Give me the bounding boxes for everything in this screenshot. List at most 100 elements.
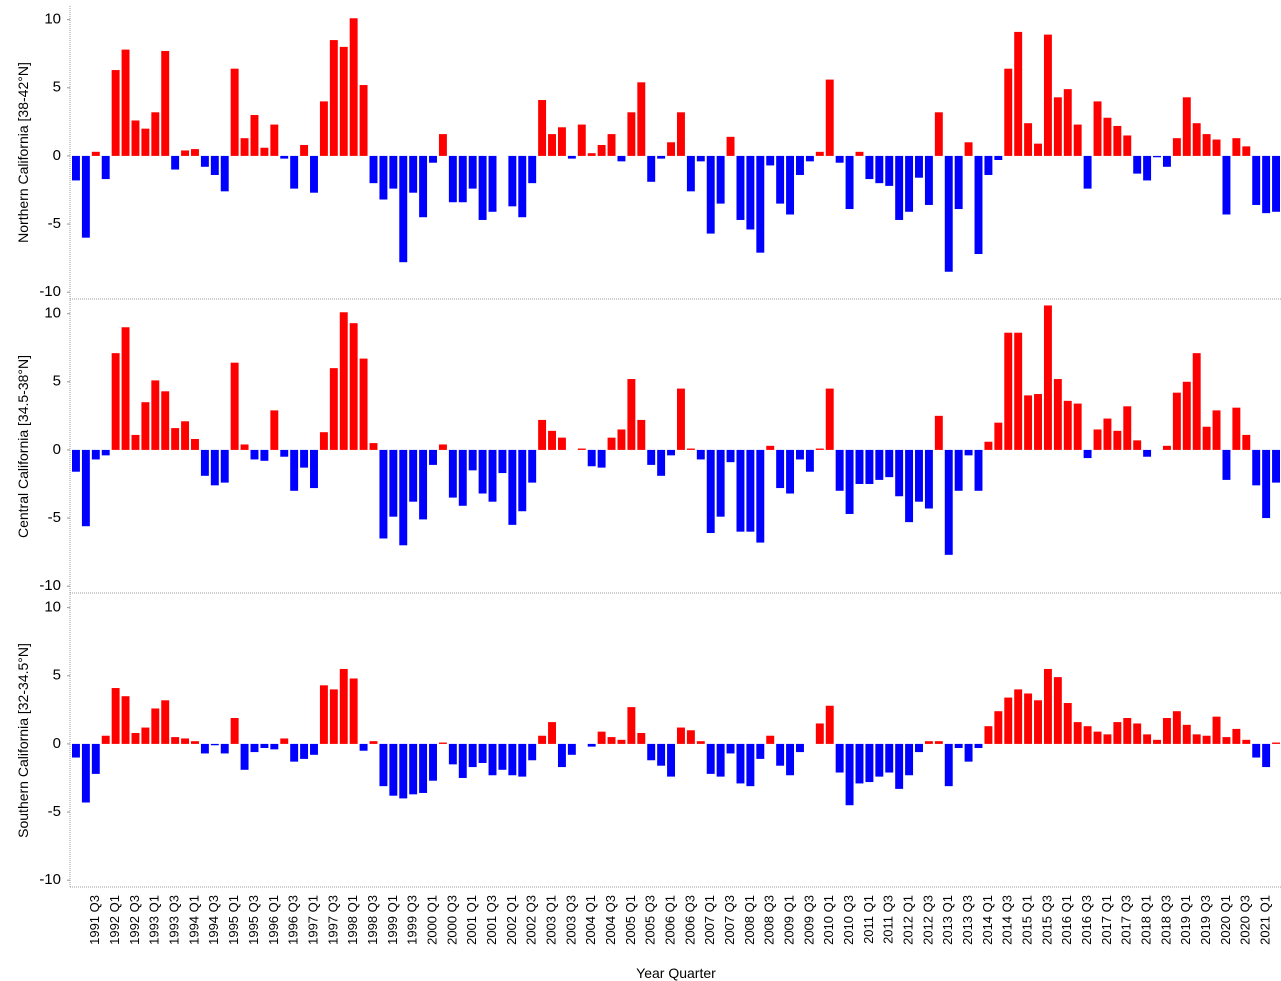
bar bbox=[686, 155, 695, 192]
bar bbox=[448, 743, 457, 765]
bar bbox=[875, 449, 884, 480]
x-tick-label: 2014 Q1 bbox=[980, 895, 995, 945]
bar bbox=[895, 449, 904, 497]
bar bbox=[171, 737, 180, 744]
x-tick-label: 1995 Q3 bbox=[246, 895, 261, 945]
bar bbox=[349, 678, 358, 744]
bar bbox=[825, 79, 834, 156]
bar bbox=[736, 155, 745, 220]
x-tick-label: 2003 Q1 bbox=[543, 895, 558, 945]
bar bbox=[597, 731, 606, 744]
bar bbox=[250, 449, 259, 460]
x-tick-label: 2000 Q3 bbox=[444, 895, 459, 945]
x-tick-label: 1999 Q1 bbox=[385, 895, 400, 945]
bar bbox=[369, 443, 378, 450]
bar bbox=[181, 150, 190, 156]
x-tick-label: 2007 Q3 bbox=[722, 895, 737, 945]
bar bbox=[121, 327, 130, 450]
bar bbox=[994, 422, 1003, 450]
bar bbox=[1113, 430, 1122, 450]
y-tick-label: 0 bbox=[53, 735, 61, 752]
bar bbox=[409, 743, 418, 795]
bar bbox=[667, 449, 676, 456]
bar bbox=[1242, 146, 1251, 156]
bar bbox=[310, 743, 318, 755]
bar bbox=[1242, 434, 1251, 450]
bar bbox=[964, 142, 973, 156]
bar bbox=[1093, 731, 1102, 744]
bar bbox=[280, 738, 289, 744]
bar bbox=[756, 743, 765, 759]
bar bbox=[855, 151, 864, 156]
x-tick-label: 1999 Q3 bbox=[405, 895, 420, 945]
bar bbox=[855, 743, 864, 784]
bar bbox=[944, 449, 953, 555]
bar bbox=[389, 449, 398, 517]
bar bbox=[131, 733, 140, 744]
bar bbox=[270, 743, 279, 750]
bar bbox=[746, 155, 755, 230]
bar bbox=[280, 155, 289, 159]
bar bbox=[915, 449, 923, 502]
x-tick-label: 1994 Q1 bbox=[186, 895, 201, 945]
bar bbox=[954, 449, 963, 491]
bar bbox=[339, 46, 348, 156]
bar bbox=[498, 743, 507, 770]
x-tick-label: 2018 Q3 bbox=[1158, 895, 1173, 945]
bar bbox=[587, 153, 596, 156]
bar bbox=[746, 743, 755, 787]
bar bbox=[1232, 407, 1241, 450]
bar bbox=[1143, 155, 1152, 181]
bar bbox=[131, 434, 140, 450]
bar bbox=[329, 40, 338, 156]
bar bbox=[676, 727, 685, 744]
x-tick-label: 1997 Q3 bbox=[325, 895, 340, 945]
bar bbox=[597, 145, 606, 156]
x-tick-label: 2013 Q3 bbox=[960, 895, 975, 945]
bar bbox=[696, 741, 705, 744]
bar bbox=[1252, 449, 1261, 486]
bar bbox=[1162, 155, 1171, 167]
bar bbox=[1192, 353, 1201, 450]
x-tick-label: 2009 Q3 bbox=[801, 895, 816, 945]
bar bbox=[339, 668, 348, 744]
bar bbox=[845, 449, 854, 514]
bar bbox=[518, 743, 527, 777]
bar bbox=[954, 743, 963, 748]
bar bbox=[478, 155, 487, 220]
bar bbox=[1172, 392, 1181, 450]
bar bbox=[458, 155, 467, 203]
y-tick-label: -5 bbox=[48, 803, 61, 820]
bar bbox=[865, 743, 874, 783]
x-tick-label: 2002 Q3 bbox=[524, 895, 539, 945]
bar bbox=[200, 155, 209, 167]
x-tick-label: 2018 Q1 bbox=[1139, 895, 1154, 945]
bar bbox=[637, 82, 646, 156]
bar bbox=[1083, 726, 1092, 744]
bar bbox=[905, 155, 914, 212]
bar bbox=[548, 430, 556, 450]
bar bbox=[1272, 742, 1281, 744]
bar bbox=[1113, 722, 1122, 744]
x-tick-label: 2017 Q1 bbox=[1099, 895, 1114, 945]
bar bbox=[448, 449, 457, 498]
bar bbox=[131, 120, 140, 156]
bar bbox=[210, 743, 219, 746]
bar bbox=[865, 155, 874, 180]
bar bbox=[181, 738, 190, 744]
bar bbox=[1103, 734, 1112, 744]
bar bbox=[81, 449, 90, 527]
bar bbox=[111, 70, 120, 156]
bar bbox=[637, 733, 646, 744]
bar bbox=[478, 449, 487, 494]
bar bbox=[1172, 138, 1181, 156]
bar bbox=[776, 155, 785, 204]
bar bbox=[379, 743, 388, 787]
bar bbox=[1014, 31, 1023, 156]
x-tick-label: 1996 Q1 bbox=[266, 895, 281, 945]
bar bbox=[577, 124, 586, 156]
bar bbox=[508, 449, 517, 525]
bar bbox=[1073, 403, 1082, 450]
bar bbox=[1113, 125, 1122, 156]
bar bbox=[815, 723, 824, 744]
